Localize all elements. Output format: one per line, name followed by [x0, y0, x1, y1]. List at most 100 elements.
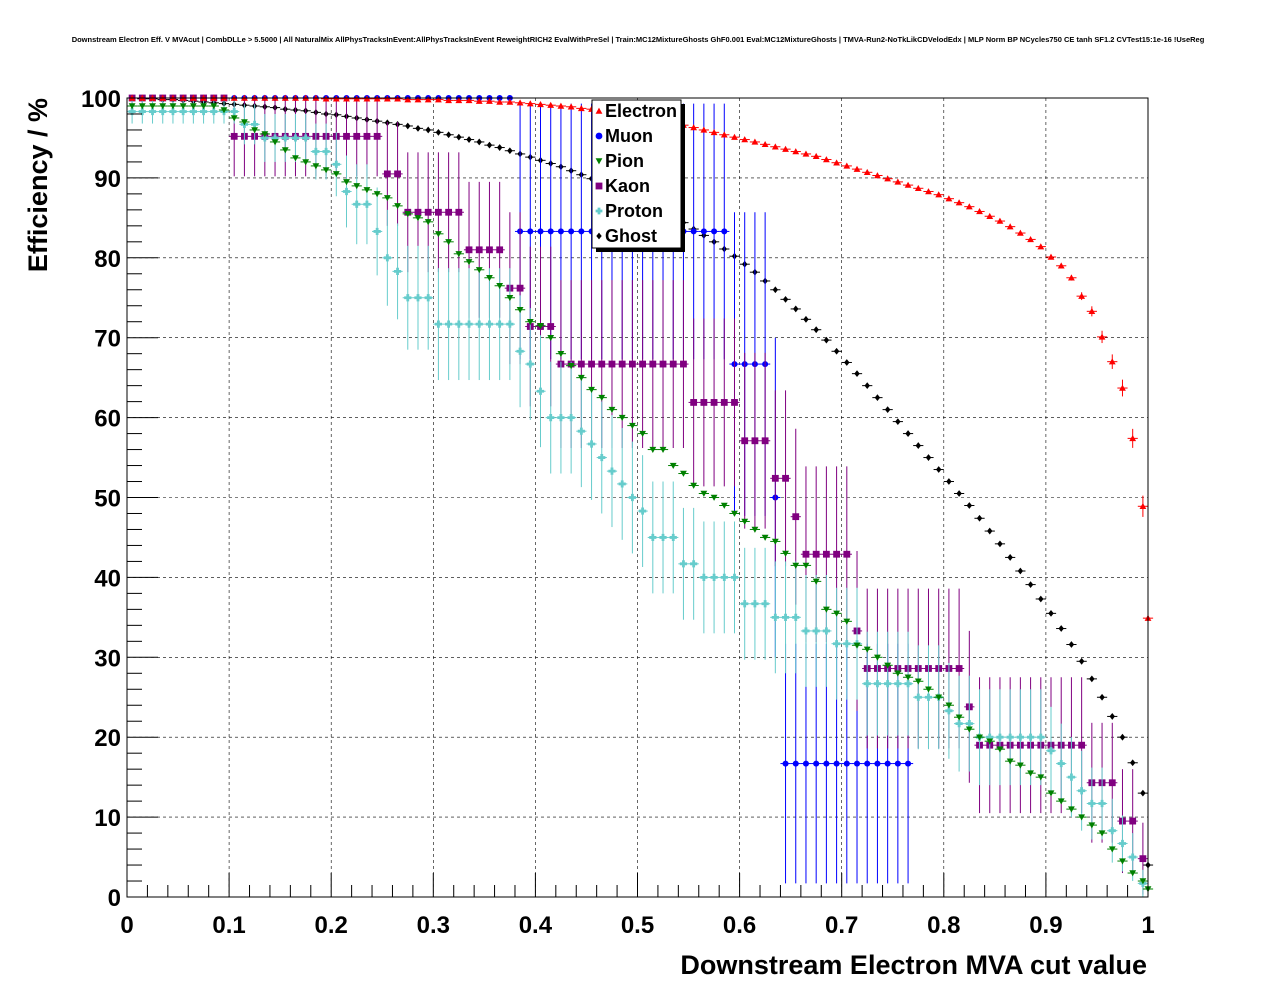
x-axis-label: Downstream Electron MVA cut value	[680, 950, 1147, 980]
proton-marker	[1098, 799, 1106, 808]
pion-marker	[863, 646, 871, 653]
pion-marker	[149, 103, 156, 110]
electron-marker	[955, 199, 963, 206]
pion-marker	[833, 610, 840, 617]
electron-marker	[496, 98, 504, 105]
proton-marker	[996, 733, 1004, 741]
proton-marker	[1108, 827, 1116, 835]
proton-marker	[649, 533, 657, 542]
kaon-marker	[843, 550, 851, 558]
pion-marker	[1098, 830, 1106, 837]
kaon-marker	[588, 360, 595, 368]
pion-marker	[169, 103, 177, 110]
pion-marker	[179, 103, 187, 110]
pion-marker	[261, 131, 269, 138]
ghost-marker	[486, 141, 493, 149]
kaon-marker	[383, 170, 391, 178]
ghost-marker	[987, 527, 993, 535]
proton-marker	[1037, 733, 1045, 741]
kaon-marker	[628, 360, 636, 368]
proton-marker	[628, 493, 636, 502]
electron-marker	[986, 212, 994, 219]
kaon-marker	[1078, 741, 1086, 749]
ghost-marker	[445, 131, 452, 139]
ghost-marker	[466, 136, 472, 143]
proton-marker	[496, 320, 504, 328]
electron-marker	[577, 104, 585, 112]
proton-marker	[261, 134, 269, 142]
legend-electron-marker	[595, 107, 603, 114]
legend-ghost-label: Ghost	[605, 226, 657, 246]
proton-marker	[679, 560, 688, 568]
electron-marker	[945, 195, 953, 202]
legend-proton-marker	[595, 207, 603, 215]
ghost-marker	[925, 454, 932, 461]
pion-marker	[567, 362, 575, 370]
proton-marker	[342, 187, 351, 196]
kaon-marker	[833, 550, 840, 558]
kaon-marker	[618, 360, 626, 368]
kaon-marker	[669, 360, 677, 368]
kaon-marker	[1108, 779, 1116, 787]
muon-marker	[802, 760, 809, 767]
kaon-marker	[475, 246, 483, 254]
pion-marker	[1139, 878, 1147, 885]
electron-marker	[741, 136, 749, 143]
proton-marker	[832, 640, 841, 648]
ghost-marker	[935, 466, 942, 473]
pion-marker	[537, 322, 544, 330]
y-tick-label: 40	[94, 565, 121, 592]
ghost-marker	[956, 490, 962, 497]
pion-marker	[710, 494, 718, 501]
pion-marker	[312, 163, 320, 170]
electron-marker	[761, 140, 769, 148]
chart-title: Downstream Electron Eff. V MVAcut | Comb…	[72, 35, 1205, 44]
pion-marker	[220, 107, 228, 114]
kaon-marker	[782, 474, 789, 482]
pion-marker	[526, 319, 534, 326]
kaon-marker	[792, 513, 800, 521]
pion-marker	[1068, 806, 1075, 813]
electron-marker	[1129, 434, 1137, 442]
ghost-marker	[966, 502, 973, 509]
proton-marker	[700, 573, 708, 581]
kaon-marker	[761, 437, 769, 445]
electron-marker	[1098, 333, 1106, 340]
pion-marker	[1078, 814, 1086, 821]
pion-marker	[445, 239, 453, 246]
muon-marker	[884, 760, 891, 767]
kaon-marker	[496, 246, 504, 254]
proton-marker	[393, 267, 402, 275]
muon-marker	[792, 760, 799, 767]
pion-marker	[353, 183, 361, 190]
proton-marker	[332, 160, 340, 168]
electron-marker	[731, 133, 738, 140]
legend: Electron Muon Pion Kaon Proton Ghost	[591, 99, 685, 252]
ghost-marker	[415, 124, 421, 132]
ghost-marker	[405, 122, 411, 130]
electron-marker	[935, 191, 943, 198]
pion-marker	[761, 534, 769, 541]
electron-marker	[1047, 253, 1055, 260]
kaon-marker	[455, 208, 463, 216]
electron-marker	[486, 97, 493, 104]
muon-marker	[537, 228, 544, 235]
electron-marker	[1068, 274, 1075, 281]
pion-marker	[302, 159, 310, 166]
ghost-marker	[456, 133, 462, 141]
proton-marker	[1047, 747, 1055, 755]
proton-marker	[485, 320, 494, 328]
pion-marker	[465, 259, 473, 266]
proton-marker	[710, 573, 718, 581]
electron-marker	[1139, 502, 1147, 510]
proton-marker	[730, 573, 739, 581]
pion-marker	[557, 350, 565, 358]
pion-marker	[843, 618, 851, 625]
proton-marker	[445, 320, 453, 328]
muon-marker	[813, 760, 820, 767]
pion-marker	[628, 422, 636, 429]
proton-marker	[884, 680, 892, 688]
electron-marker	[547, 101, 555, 108]
kaon-marker	[1129, 817, 1137, 825]
kaon-marker	[680, 360, 687, 368]
